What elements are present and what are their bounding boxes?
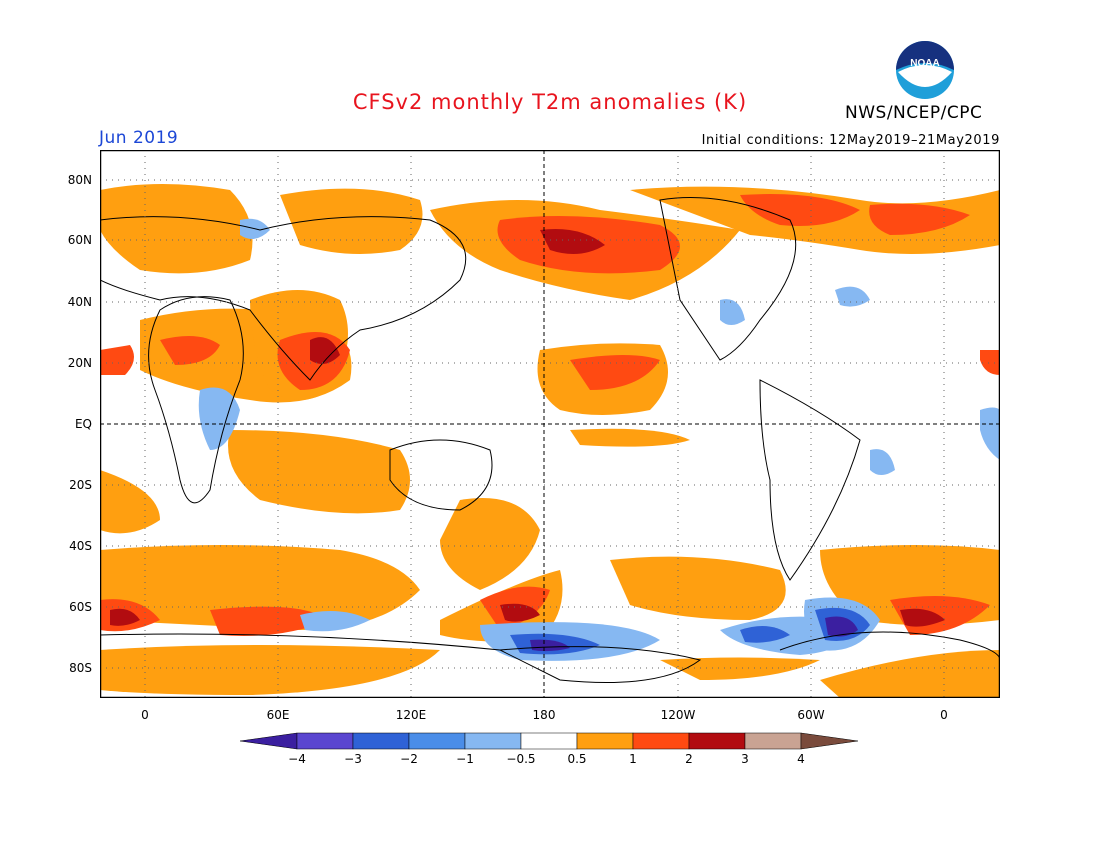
- colorbar-segment: [520, 732, 578, 750]
- lat-label: 40S: [69, 539, 92, 553]
- lon-label: 180: [532, 708, 556, 722]
- strong-warm-regions: [100, 194, 1000, 636]
- lat-label: 60N: [67, 233, 92, 247]
- colorbar-segment: [800, 732, 859, 750]
- colorbar-segment: [408, 732, 466, 750]
- lat-label: 20S: [69, 478, 92, 492]
- anomaly-map: [100, 150, 1000, 698]
- colorbar-segment: [352, 732, 410, 750]
- very-strong-warm-regions: [110, 229, 945, 627]
- map-frame: [100, 150, 1000, 698]
- colorbar-segment: [464, 732, 522, 750]
- lat-label: 20N: [67, 356, 92, 370]
- lon-label: 60W: [797, 708, 825, 722]
- lon-label: 0: [141, 708, 149, 722]
- lon-label: 60E: [266, 708, 290, 722]
- colorbar-label: −0.5: [506, 752, 536, 766]
- colorbar-label: −3: [344, 752, 362, 766]
- colorbar-label: −2: [400, 752, 418, 766]
- initial-conditions: Initial conditions: 12May2019–21May2019: [701, 133, 1000, 148]
- logo-text: NOAA: [910, 58, 939, 69]
- lon-label: 120E: [395, 708, 427, 722]
- colorbar-label: 3: [741, 752, 749, 766]
- lon-label: 120W: [660, 708, 696, 722]
- lat-label: EQ: [74, 417, 92, 431]
- lat-label: 60S: [69, 600, 92, 614]
- colorbar-segment: [240, 732, 298, 750]
- colorbar-label: −1: [456, 752, 474, 766]
- lat-label: 40N: [67, 295, 92, 309]
- colorbar-segment: [296, 732, 354, 750]
- colorbar-segment: [576, 732, 634, 750]
- colorbar: [240, 732, 859, 750]
- graticule: [100, 150, 1000, 698]
- very-strong-cool-regions: [530, 616, 858, 652]
- map-title: CFSv2 monthly T2m anomalies (K): [352, 90, 748, 114]
- colorbar-segment: [632, 732, 690, 750]
- colorbar-segment: [744, 732, 802, 750]
- colorbar-label: 0.5: [567, 752, 587, 766]
- agency-label: NWS/NCEP/CPC: [845, 103, 983, 123]
- forecast-month: Jun 2019: [99, 128, 179, 148]
- colorbar-label: 2: [685, 752, 693, 766]
- lat-label: 80N: [67, 173, 92, 187]
- lat-label: 80S: [69, 661, 92, 675]
- colorbar-label: 4: [797, 752, 805, 766]
- noaa-logo: NOAA: [895, 40, 955, 100]
- colorbar-label: −4: [288, 752, 306, 766]
- colorbar-segment: [688, 732, 746, 750]
- colorbar-label: 1: [629, 752, 637, 766]
- lon-label: 0: [940, 708, 948, 722]
